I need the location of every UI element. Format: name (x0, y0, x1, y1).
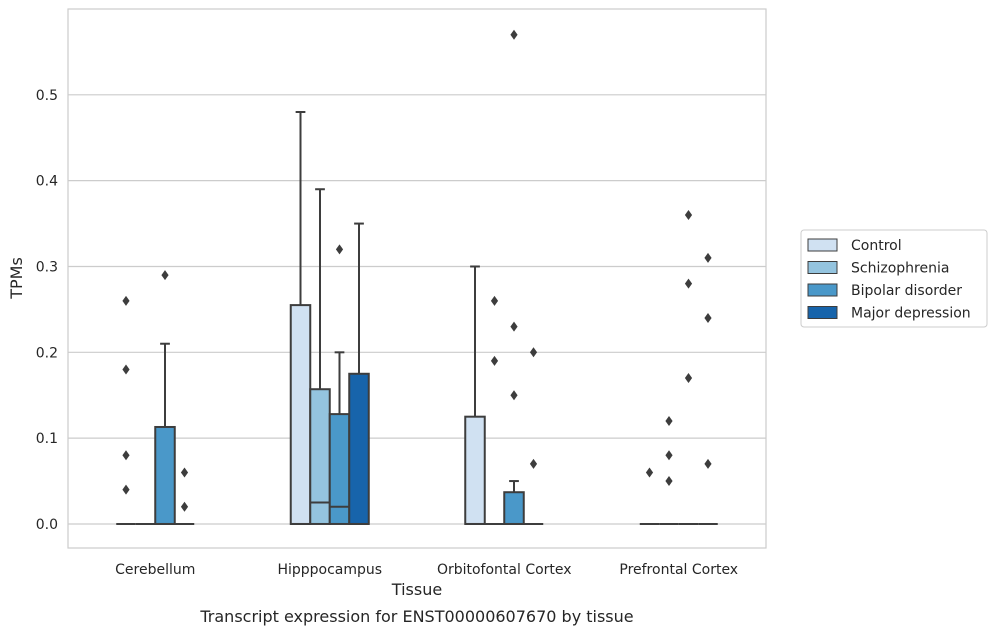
x-tick-label: Prefrontal Cortex (619, 562, 738, 578)
y-tick-label: 0.0 (36, 517, 58, 533)
y-tick-label: 0.2 (36, 345, 58, 361)
outlier-point (665, 415, 673, 426)
x-tick-label: Cerebellum (115, 562, 195, 578)
legend: Control Schizophrenia Bipolar disorder Majo… (800, 229, 988, 328)
outlier-point (665, 476, 673, 487)
chart-caption: Transcript expression for ENST0000060767… (199, 607, 633, 626)
outlier-point (335, 244, 344, 255)
outlier-point (161, 270, 169, 281)
y-tick-label: 0.1 (36, 431, 58, 447)
legend-swatch (807, 261, 838, 274)
legend-label: Bipolar disorder (851, 283, 962, 299)
y-axis-label: TPMs (7, 257, 26, 300)
box (348, 372, 370, 525)
box-group (348, 222, 370, 525)
legend-swatch (807, 306, 838, 319)
outlier-point (180, 467, 189, 478)
x-tick-label: Hipppocampus (277, 562, 382, 578)
outlier-point (645, 467, 654, 478)
outlier-point (510, 321, 518, 332)
x-tick-label: Orbitofontal Cortex (437, 562, 572, 578)
outlier-point (122, 484, 130, 495)
box-group (464, 265, 486, 525)
box-group (289, 110, 312, 525)
outlier-point (490, 295, 499, 306)
box-group (503, 480, 525, 525)
outlier-point (510, 390, 518, 401)
outlier-point (510, 29, 518, 40)
box (503, 491, 525, 525)
box-group (154, 342, 176, 525)
box-group (328, 351, 351, 525)
outlier-point (122, 295, 130, 306)
legend-frame (800, 229, 988, 328)
box (289, 304, 312, 525)
outlier-point (684, 373, 693, 384)
outlier-points (122, 29, 712, 512)
outlier-point (180, 501, 189, 512)
box-group (309, 188, 331, 525)
legend-swatch (807, 238, 838, 252)
x-tick-labels: Cerebellum Hipppocampus Orbitofontal Corte… (115, 562, 738, 578)
y-tick-labels: 0.0 0.1 0.2 0.3 0.4 0.5 (36, 88, 58, 533)
outlier-point (529, 458, 538, 469)
plot-frame (67, 8, 767, 549)
legend-swatch (807, 283, 838, 297)
y-tick-label: 0.5 (36, 88, 58, 104)
box-elements (116, 110, 718, 525)
outlier-point (704, 312, 712, 323)
outlier-point (684, 278, 693, 289)
y-tick-label: 0.3 (36, 259, 58, 275)
outlier-point (704, 458, 712, 469)
outlier-point (122, 364, 130, 375)
outlier-point (684, 209, 693, 220)
outlier-point (122, 450, 130, 461)
legend-label: Major depression (851, 306, 971, 322)
y-tick-label: 0.4 (36, 174, 58, 190)
outlier-point (665, 450, 673, 461)
outlier-point (490, 355, 499, 366)
outlier-point (704, 252, 712, 263)
box (154, 425, 176, 525)
legend-label: Control (851, 238, 902, 254)
x-axis-label: Tissue (391, 580, 442, 599)
box (464, 415, 486, 525)
legend-label: Schizophrenia (851, 261, 949, 277)
box (309, 388, 331, 525)
outlier-point (529, 347, 538, 358)
